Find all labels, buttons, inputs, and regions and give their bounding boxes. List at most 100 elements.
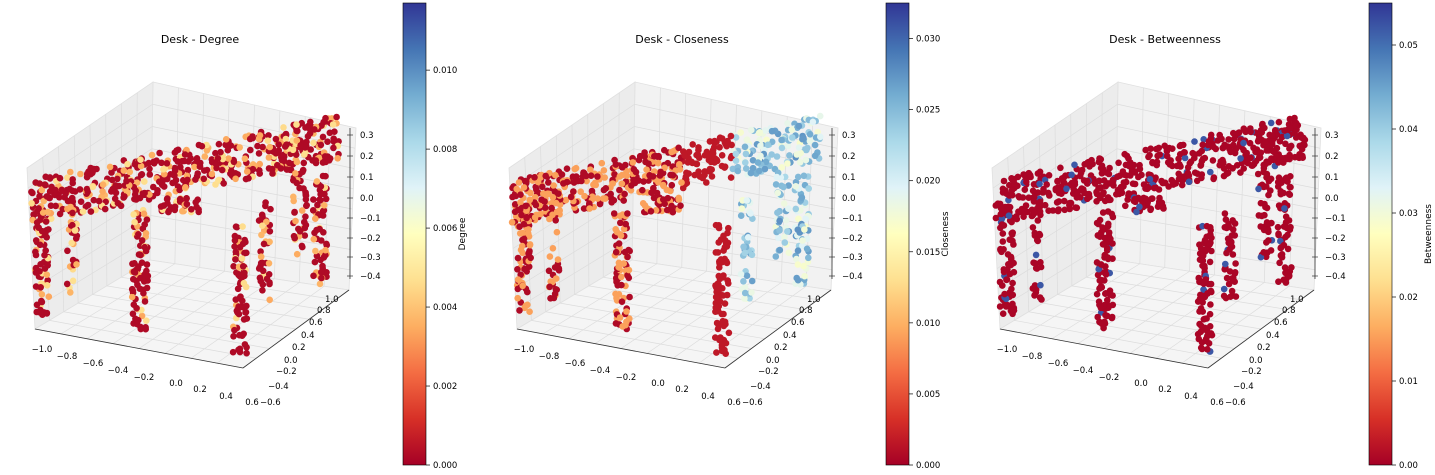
data-point [121, 193, 128, 200]
data-point [1197, 328, 1205, 336]
data-point [678, 179, 685, 186]
z-tick-label: 0.0 [1325, 194, 1339, 204]
data-point [1196, 308, 1203, 315]
data-point [259, 287, 266, 294]
data-point [1237, 155, 1244, 162]
data-point [237, 293, 244, 301]
data-point [800, 262, 807, 270]
data-point [583, 177, 590, 185]
data-point [293, 121, 300, 128]
data-point [201, 167, 208, 174]
data-point [146, 165, 153, 173]
data-point [719, 292, 727, 299]
data-point [586, 205, 593, 212]
data-point [774, 189, 782, 197]
data-point [1230, 141, 1237, 149]
data-point [1282, 140, 1289, 148]
data-point [45, 226, 52, 233]
data-point [1102, 182, 1109, 190]
data-point [1199, 141, 1206, 149]
data-point [743, 272, 751, 280]
x-tick-label: −0.6 [1048, 359, 1069, 369]
data-point [32, 264, 40, 272]
data-point [1223, 249, 1230, 257]
data-point [33, 219, 41, 226]
data-point [1227, 293, 1234, 301]
data-point [1070, 185, 1077, 193]
data-point [563, 165, 571, 172]
data-point [1144, 185, 1151, 193]
data-point [747, 169, 755, 177]
colorbar-gradient [885, 2, 910, 466]
data-point [212, 149, 219, 157]
data-point [718, 162, 726, 170]
data-point [90, 196, 98, 204]
data-point [532, 201, 540, 209]
data-point [67, 289, 74, 296]
x-tick-label: −0.8 [57, 352, 78, 362]
data-point [1030, 198, 1038, 205]
colorbar-tick-label: 0.010 [433, 66, 457, 76]
data-point [188, 206, 195, 213]
data-point [552, 199, 560, 207]
data-point [320, 207, 328, 214]
data-point [631, 179, 639, 187]
data-point [1011, 180, 1018, 187]
data-point [748, 126, 755, 134]
data-point [1197, 161, 1205, 169]
data-point [517, 246, 525, 254]
data-point [1201, 293, 1209, 301]
data-point [290, 193, 297, 201]
data-point [1040, 185, 1047, 193]
data-point [240, 279, 248, 287]
data-point [1207, 168, 1214, 176]
data-point [213, 161, 220, 168]
data-point [293, 137, 301, 144]
data-point [514, 254, 522, 262]
data-point [35, 205, 42, 212]
data-point [292, 151, 300, 158]
data-point [1229, 274, 1237, 282]
y-tick-label: 0.8 [317, 306, 331, 316]
data-point [187, 155, 194, 162]
colorbar-tick-label: 0.020 [916, 177, 940, 187]
data-point [137, 251, 144, 259]
data-point [526, 196, 534, 204]
data-point [629, 159, 637, 166]
data-point [613, 228, 621, 236]
data-point [719, 317, 727, 325]
data-point [32, 237, 40, 244]
data-point [130, 275, 137, 283]
z-tick-label: 0.0 [360, 194, 374, 204]
data-point [1133, 208, 1140, 216]
data-point [123, 177, 130, 185]
y-tick-label: 1.0 [807, 295, 821, 305]
data-point [1149, 195, 1156, 202]
data-point [1269, 147, 1277, 155]
data-point [37, 261, 44, 268]
data-point [1008, 230, 1015, 237]
data-point [817, 133, 824, 141]
data-point [1005, 261, 1012, 268]
data-point [131, 218, 138, 226]
data-point [785, 249, 793, 256]
data-point [737, 129, 744, 136]
data-point [1206, 258, 1214, 266]
data-point [641, 149, 648, 156]
data-point [1277, 188, 1284, 195]
z-tick-label: −0.1 [1325, 214, 1346, 224]
data-point [1232, 260, 1239, 267]
data-point [1103, 312, 1111, 320]
data-point [33, 301, 41, 309]
data-point [708, 166, 715, 173]
data-point [43, 234, 50, 241]
data-point [784, 228, 791, 235]
data-point [1208, 288, 1215, 296]
data-point [306, 130, 314, 137]
data-point [737, 270, 745, 278]
data-point [1100, 177, 1108, 184]
data-point [1282, 213, 1290, 220]
colorbar: 0.000 0.005 0.010 0.015 0.020 0.025 0.030 Close… [885, 2, 951, 471]
data-point [46, 188, 54, 195]
data-point [794, 226, 802, 233]
